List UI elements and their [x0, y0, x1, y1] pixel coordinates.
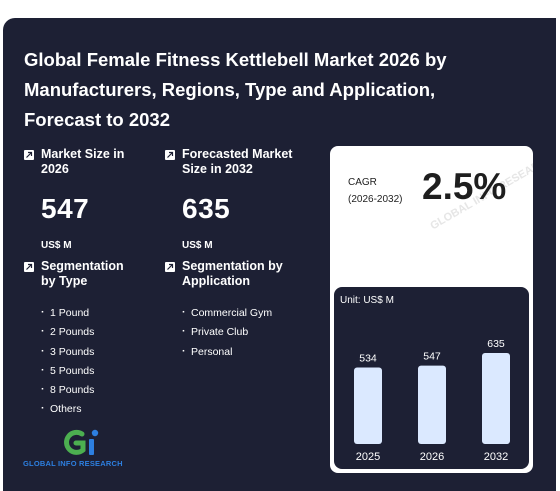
- segmentation-by-type: Segmentation by Type 1 Pound 2 Pounds 3 …: [24, 259, 159, 420]
- trend-arrow-icon: [165, 150, 175, 160]
- forecast-label: Forecasted Market Size in 2032: [182, 147, 293, 176]
- cagr-label: CAGR (2026-2032): [348, 174, 402, 208]
- company-logo: GLOBAL INFO RESEARCH: [23, 428, 141, 472]
- list-item: Personal: [182, 342, 315, 362]
- cagr-panel: GLOBAL INFO RESEARCH CAGR (2026-2032) 2.…: [330, 146, 533, 473]
- x-tick-label: 2025: [356, 451, 380, 463]
- list-item: Others: [41, 399, 159, 419]
- trend-arrow-icon: [24, 150, 34, 160]
- forecast-unit: US$ M: [182, 240, 213, 251]
- market-size-metric: Market Size in 2026 547 US$ M: [24, 147, 154, 251]
- segmentation-application-label: Segmentation by Application: [182, 259, 283, 288]
- segmentation-type-label: Segmentation by Type: [41, 259, 124, 288]
- list-item: Private Club: [182, 322, 315, 342]
- segmentation-by-application: Segmentation by Application Commercial G…: [165, 259, 315, 362]
- forecast-value: 635: [182, 193, 231, 224]
- chart-unit-label: Unit: US$ M: [340, 295, 394, 306]
- bar-value-label: 547: [423, 351, 441, 363]
- type-list: 1 Pound 2 Pounds 3 Pounds 5 Pounds 8 Pou…: [41, 303, 159, 420]
- x-tick-label: 2026: [420, 451, 444, 463]
- list-item: 8 Pounds: [41, 380, 159, 400]
- logo-text: GLOBAL INFO RESEARCH: [23, 459, 123, 468]
- logo-mark-icon: [64, 429, 99, 455]
- bar-value-label: 635: [487, 338, 505, 350]
- forecast-metric: Forecasted Market Size in 2032 635 US$ M: [165, 147, 315, 251]
- market-size-value: 547: [41, 193, 90, 224]
- application-list: Commercial Gym Private Club Personal: [182, 303, 315, 362]
- list-item: Commercial Gym: [182, 303, 315, 323]
- list-item: 2 Pounds: [41, 322, 159, 342]
- bar-2032: [482, 353, 510, 444]
- cagr-value: 2.5%: [422, 166, 507, 207]
- trend-arrow-icon: [24, 262, 34, 272]
- trend-arrow-icon: [165, 262, 175, 272]
- cagr-title: CAGR: [348, 177, 377, 188]
- bar-2026: [418, 365, 446, 444]
- bar-2025: [354, 367, 382, 444]
- market-size-unit: US$ M: [41, 240, 72, 251]
- list-item: 5 Pounds: [41, 361, 159, 381]
- cagr-period: (2026-2032): [348, 194, 403, 205]
- bar-chart: Unit: US$ M 534 2025 547 2026 635 2032: [334, 287, 529, 469]
- list-item: 1 Pound: [41, 303, 159, 323]
- bar-value-label: 534: [359, 352, 377, 364]
- market-size-label: Market Size in 2026: [41, 147, 125, 176]
- list-item: 3 Pounds: [41, 342, 159, 362]
- bar-chart-svg: 534 2025 547 2026 635 2032: [354, 338, 510, 463]
- page-title: Global Female Fitness Kettlebell Market …: [24, 49, 447, 130]
- x-tick-label: 2032: [484, 451, 508, 463]
